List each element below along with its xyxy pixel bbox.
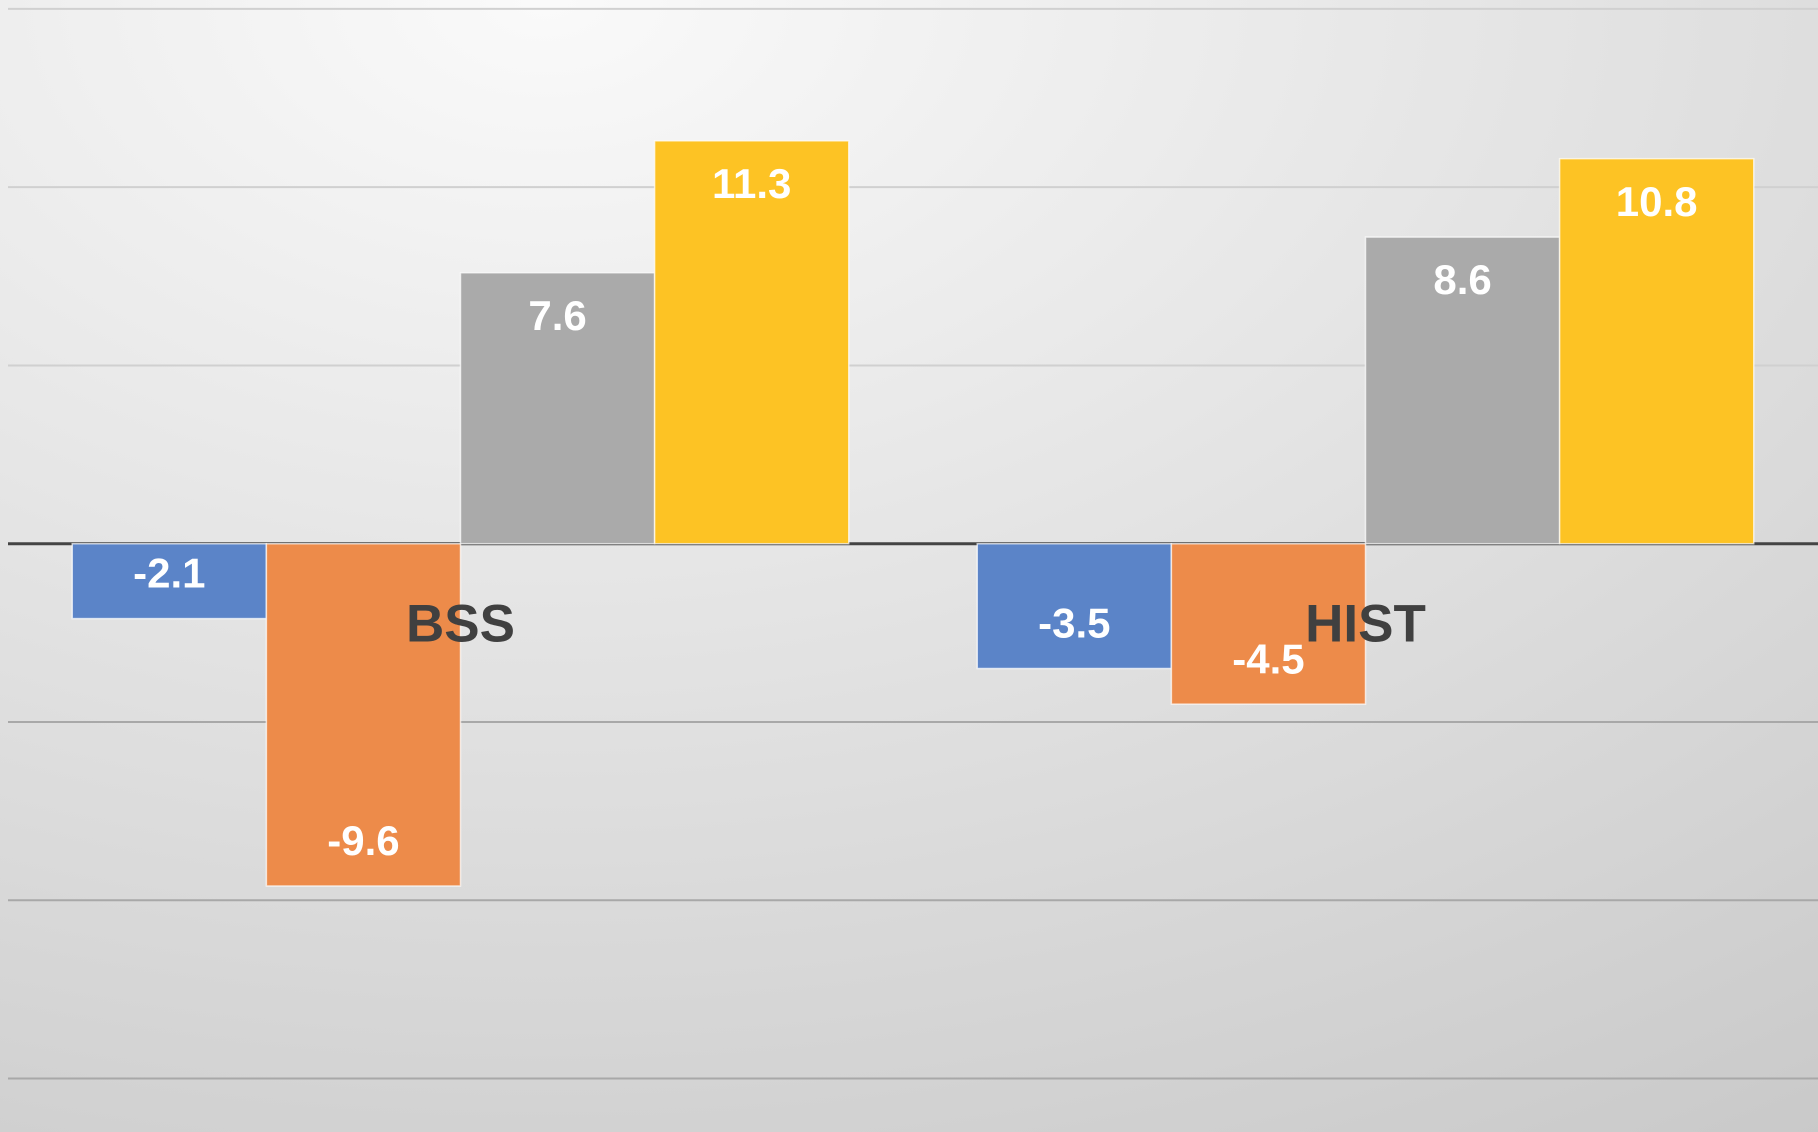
data-label: 8.6 bbox=[1433, 256, 1491, 303]
data-label: -4.5 bbox=[1232, 635, 1304, 682]
bar bbox=[71, 542, 268, 620]
bar bbox=[1170, 542, 1367, 705]
bar bbox=[459, 271, 656, 545]
data-label: 10.8 bbox=[1616, 178, 1698, 225]
bar bbox=[653, 140, 850, 545]
data-label: -9.6 bbox=[327, 817, 399, 864]
data-label: -3.5 bbox=[1038, 600, 1110, 647]
data-label: 7.6 bbox=[528, 292, 586, 339]
data-label: -2.1 bbox=[133, 550, 205, 597]
bar bbox=[976, 542, 1173, 670]
bar bbox=[265, 542, 462, 887]
x-tick-label: BSS bbox=[406, 595, 515, 654]
bars bbox=[71, 140, 1755, 887]
bar bbox=[1558, 157, 1755, 545]
labels: -2.1 -9.6 7.6 11.3 BSS -3.5 -4.5 8.6 10.8 HIST bbox=[133, 160, 1697, 864]
bar bbox=[1364, 236, 1561, 545]
data-label: 11.3 bbox=[712, 160, 791, 207]
x-tick-label: HIST bbox=[1305, 595, 1426, 654]
